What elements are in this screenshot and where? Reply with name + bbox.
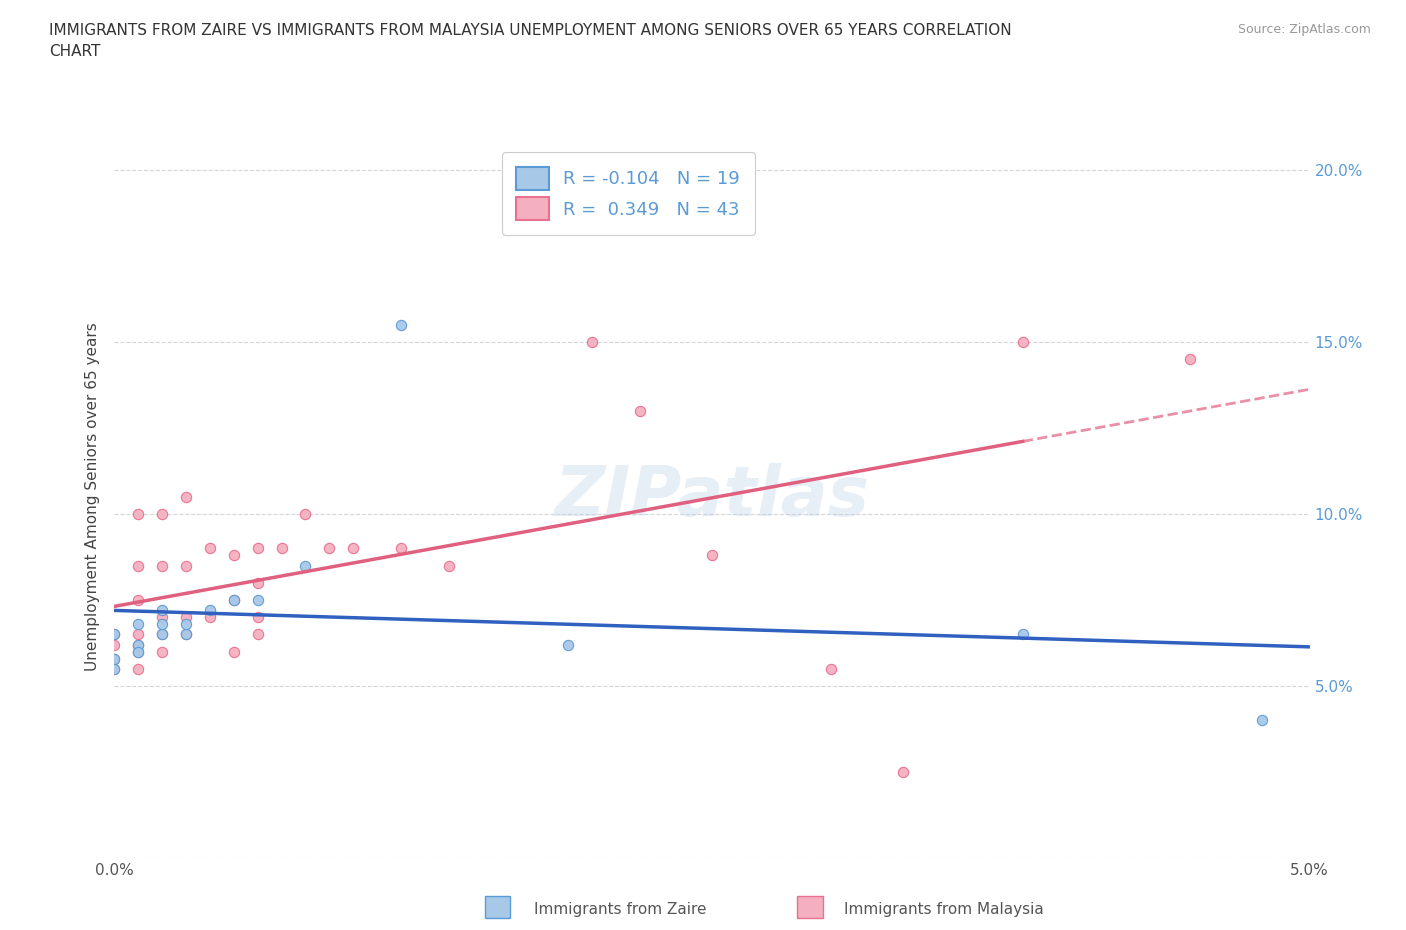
Point	[127, 592, 149, 607]
Point	[557, 637, 579, 652]
Text: IMMIGRANTS FROM ZAIRE VS IMMIGRANTS FROM MALAYSIA UNEMPLOYMENT AMONG SENIORS OVE: IMMIGRANTS FROM ZAIRE VS IMMIGRANTS FROM…	[49, 23, 1012, 60]
Point	[294, 507, 316, 522]
Point	[150, 627, 173, 642]
Point	[509, 215, 531, 230]
Point	[103, 651, 125, 666]
Point	[174, 489, 197, 504]
Point	[150, 507, 173, 522]
Point	[246, 610, 269, 625]
Point	[174, 558, 197, 573]
Point	[127, 661, 149, 676]
Point	[198, 610, 221, 625]
Point	[1011, 335, 1033, 350]
Point	[127, 637, 149, 652]
Point	[103, 627, 125, 642]
Point	[103, 651, 125, 666]
Point	[127, 558, 149, 573]
Point	[127, 627, 149, 642]
Text: Immigrants from Zaire: Immigrants from Zaire	[534, 902, 707, 917]
Text: ZIPatlas: ZIPatlas	[554, 463, 869, 530]
Point	[150, 610, 173, 625]
Point	[103, 661, 125, 676]
Point	[127, 644, 149, 659]
Point	[270, 541, 292, 556]
Point	[174, 617, 197, 631]
Point	[246, 576, 269, 591]
Point	[103, 627, 125, 642]
Point	[127, 644, 149, 659]
Point	[222, 548, 245, 563]
Point	[103, 661, 125, 676]
Point	[174, 610, 197, 625]
Point	[246, 627, 269, 642]
Point	[198, 603, 221, 618]
Point	[150, 617, 173, 631]
Point	[628, 404, 651, 418]
Point	[389, 317, 412, 332]
Point	[1011, 627, 1033, 642]
Point	[246, 592, 269, 607]
Point	[581, 335, 603, 350]
Y-axis label: Unemployment Among Seniors over 65 years: Unemployment Among Seniors over 65 years	[86, 323, 100, 671]
Point	[820, 661, 842, 676]
Point	[103, 637, 125, 652]
Legend: R = -0.104   N = 19, R =  0.349   N = 43: R = -0.104 N = 19, R = 0.349 N = 43	[502, 153, 755, 234]
Point	[198, 541, 221, 556]
Point	[389, 541, 412, 556]
Text: Immigrants from Malaysia: Immigrants from Malaysia	[844, 902, 1043, 917]
Point	[891, 764, 914, 779]
Point	[127, 507, 149, 522]
Point	[222, 592, 245, 607]
Point	[150, 603, 173, 618]
Point	[222, 644, 245, 659]
Point	[700, 548, 723, 563]
Point	[294, 558, 316, 573]
Point	[1178, 352, 1201, 366]
Point	[127, 637, 149, 652]
Point	[150, 644, 173, 659]
Point	[437, 558, 460, 573]
Point	[318, 541, 340, 556]
Text: Source: ZipAtlas.com: Source: ZipAtlas.com	[1237, 23, 1371, 36]
Point	[150, 627, 173, 642]
Point	[127, 617, 149, 631]
Point	[174, 627, 197, 642]
Point	[246, 541, 269, 556]
Point	[150, 558, 173, 573]
Point	[222, 592, 245, 607]
Point	[174, 627, 197, 642]
Point	[342, 541, 364, 556]
Point	[1250, 713, 1272, 728]
